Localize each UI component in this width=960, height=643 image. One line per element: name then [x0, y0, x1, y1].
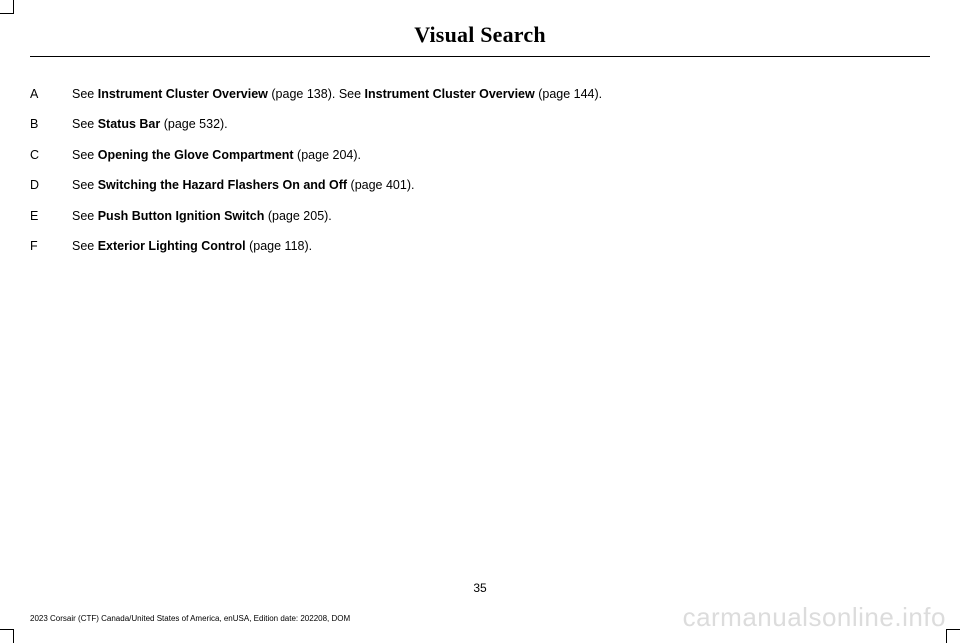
crop-mark-top-left: [0, 0, 14, 14]
list-item: E See Push Button Ignition Switch (page …: [30, 207, 930, 226]
page-number: 35: [0, 581, 960, 595]
topic-link[interactable]: Status Bar: [98, 117, 161, 131]
list-item: D See Switching the Hazard Flashers On a…: [30, 176, 930, 195]
topic-link[interactable]: Instrument Cluster Overview: [365, 87, 535, 101]
list-item: A See Instrument Cluster Overview (page …: [30, 85, 930, 104]
see-prefix: See: [339, 87, 365, 101]
page-header: Visual Search: [0, 0, 960, 48]
item-text: See Instrument Cluster Overview (page 13…: [72, 85, 930, 104]
item-text: See Exterior Lighting Control (page 118)…: [72, 237, 930, 256]
item-letter: D: [30, 176, 72, 195]
page-ref: (page 205).: [264, 209, 331, 223]
page: Visual Search A See Instrument Cluster O…: [0, 0, 960, 643]
content: A See Instrument Cluster Overview (page …: [0, 57, 960, 256]
topic-link[interactable]: Push Button Ignition Switch: [98, 209, 265, 223]
watermark: carmanualsonline.info: [683, 602, 946, 633]
crop-mark-bottom-right: [946, 629, 960, 643]
list-item: C See Opening the Glove Compartment (pag…: [30, 146, 930, 165]
page-title: Visual Search: [0, 22, 960, 48]
topic-link[interactable]: Switching the Hazard Flashers On and Off: [98, 178, 347, 192]
topic-link[interactable]: Exterior Lighting Control: [98, 239, 246, 253]
page-ref: (page 532).: [160, 117, 227, 131]
item-letter: A: [30, 85, 72, 104]
item-text: See Status Bar (page 532).: [72, 115, 930, 134]
item-letter: B: [30, 115, 72, 134]
topic-link[interactable]: Opening the Glove Compartment: [98, 148, 294, 162]
item-letter: C: [30, 146, 72, 165]
page-ref: (page 144).: [535, 87, 602, 101]
see-prefix: See: [72, 239, 98, 253]
page-ref: (page 204).: [294, 148, 361, 162]
see-prefix: See: [72, 209, 98, 223]
topic-link[interactable]: Instrument Cluster Overview: [98, 87, 268, 101]
item-text: See Opening the Glove Compartment (page …: [72, 146, 930, 165]
page-ref: (page 401).: [347, 178, 414, 192]
see-prefix: See: [72, 148, 98, 162]
list-item: F See Exterior Lighting Control (page 11…: [30, 237, 930, 256]
page-ref: (page 118).: [246, 239, 312, 253]
see-prefix: See: [72, 117, 98, 131]
page-ref: (page 138).: [268, 87, 339, 101]
crop-mark-bottom-left: [0, 629, 14, 643]
list-item: B See Status Bar (page 532).: [30, 115, 930, 134]
item-letter: E: [30, 207, 72, 226]
item-letter: F: [30, 237, 72, 256]
item-text: See Switching the Hazard Flashers On and…: [72, 176, 930, 195]
item-text: See Push Button Ignition Switch (page 20…: [72, 207, 930, 226]
see-prefix: See: [72, 178, 98, 192]
footer-edition-info: 2023 Corsair (CTF) Canada/United States …: [30, 614, 350, 623]
see-prefix: See: [72, 87, 98, 101]
